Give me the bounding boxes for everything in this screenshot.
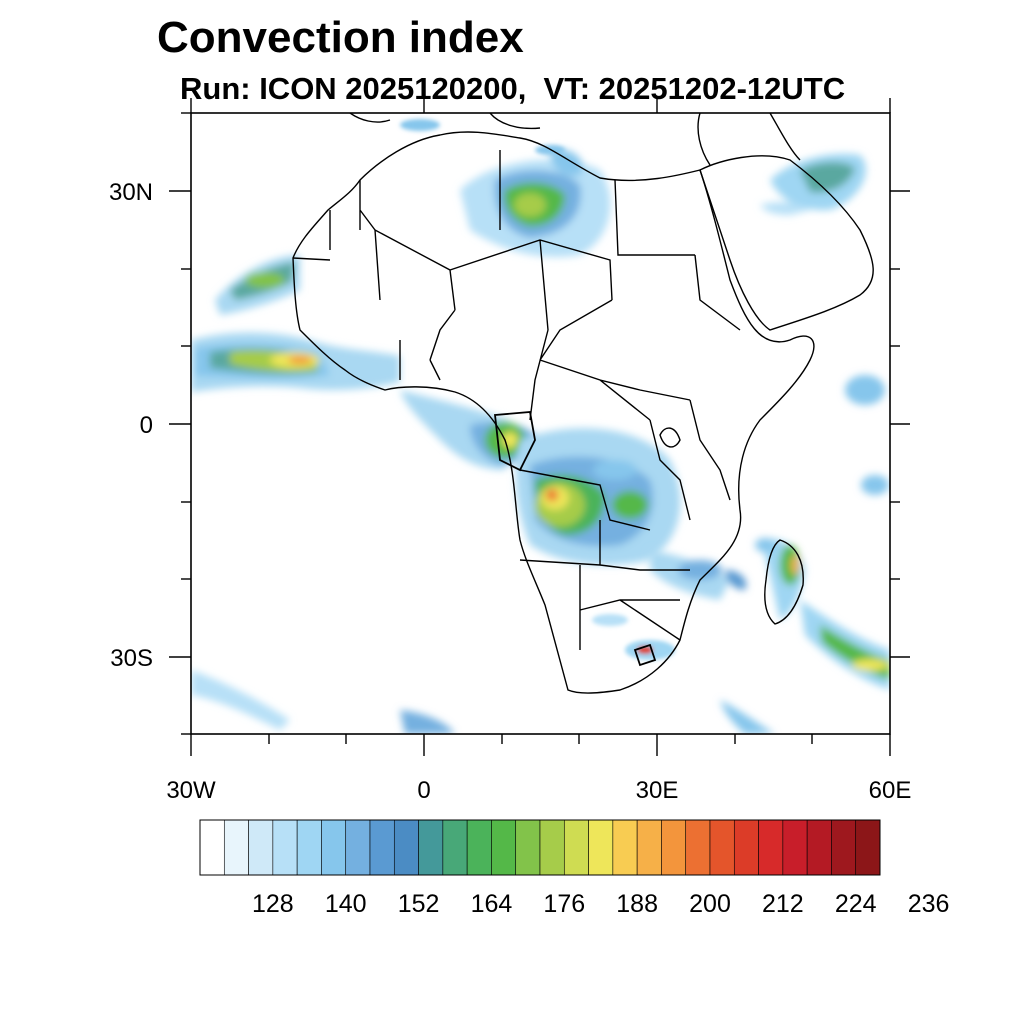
colorbar-swatch	[563, 819, 589, 876]
colorbar-swatch	[442, 819, 468, 876]
x-tick-label-60e: 60E	[869, 777, 912, 804]
colorbar-swatch	[223, 819, 249, 876]
convection-sahara	[460, 149, 611, 258]
colorbar-swatch	[345, 819, 371, 876]
colorbar-label: 140	[325, 890, 367, 918]
chart-subtitle: Run: ICON 2025120200, VT: 20251202-12UTC	[180, 71, 846, 106]
colorbar-swatch	[636, 819, 662, 876]
colorbar-outline	[199, 819, 881, 876]
x-tick-label-0: 0	[417, 777, 430, 804]
colorbar-swatch	[661, 819, 687, 876]
colorbar	[199, 819, 881, 876]
convection-indian-ocean-band	[800, 600, 890, 690]
colorbar-swatch	[515, 819, 541, 876]
colorbar-label: 128	[252, 890, 294, 918]
convection-south-atlantic	[191, 670, 775, 734]
y-tick-label-30n: 30N	[109, 179, 153, 206]
axis-ticks	[169, 98, 910, 756]
colorbar-label: 212	[762, 890, 804, 918]
colorbar-label: 188	[616, 890, 658, 918]
colorbar-label: 236	[908, 890, 950, 918]
colorbar-swatch	[393, 819, 419, 876]
y-tick-label-30s: 30S	[110, 645, 153, 672]
colorbar-label: 224	[835, 890, 877, 918]
colorbar-swatch	[418, 819, 444, 876]
colorbar-swatch	[491, 819, 517, 876]
convection-northwest	[215, 255, 300, 315]
convection-central-africa	[515, 428, 681, 565]
coastlines	[292, 113, 874, 694]
colorbar-swatch	[733, 819, 759, 876]
convection-east-ocean	[845, 375, 889, 495]
x-tick-label-30e: 30E	[636, 777, 679, 804]
colorbar-label: 200	[689, 890, 731, 918]
x-tick-label-30w: 30W	[166, 777, 216, 804]
colorbar-labels: 128 140 152 164 176 188 200 212 224 236	[252, 890, 949, 918]
convection-field	[191, 119, 890, 734]
colorbar-swatch	[199, 819, 225, 876]
colorbar-swatch	[539, 819, 565, 876]
colorbar-swatch	[806, 819, 832, 876]
colorbar-swatch	[685, 819, 711, 876]
colorbar-swatch	[612, 819, 638, 876]
colorbar-swatch	[296, 819, 322, 876]
y-tick-label-0: 0	[140, 412, 153, 439]
colorbar-swatch	[758, 819, 784, 876]
colorbar-swatch	[855, 819, 881, 876]
colorbar-swatch	[588, 819, 614, 876]
convection-southeast	[650, 550, 747, 600]
chart-title: Convection index	[157, 13, 524, 62]
colorbar-swatch	[466, 819, 492, 876]
convection-west-africa	[191, 332, 400, 392]
convection-madagascar	[755, 538, 805, 620]
colorbar-swatch	[272, 819, 298, 876]
colorbar-swatch	[782, 819, 808, 876]
colorbar-swatch	[709, 819, 735, 876]
colorbar-swatch	[248, 819, 274, 876]
colorbar-swatch	[321, 819, 347, 876]
colorbar-swatch	[369, 819, 395, 876]
colorbar-swatch	[831, 819, 857, 876]
colorbar-label: 152	[398, 890, 440, 918]
colorbar-label: 176	[543, 890, 585, 918]
colorbar-label: 164	[471, 890, 513, 918]
